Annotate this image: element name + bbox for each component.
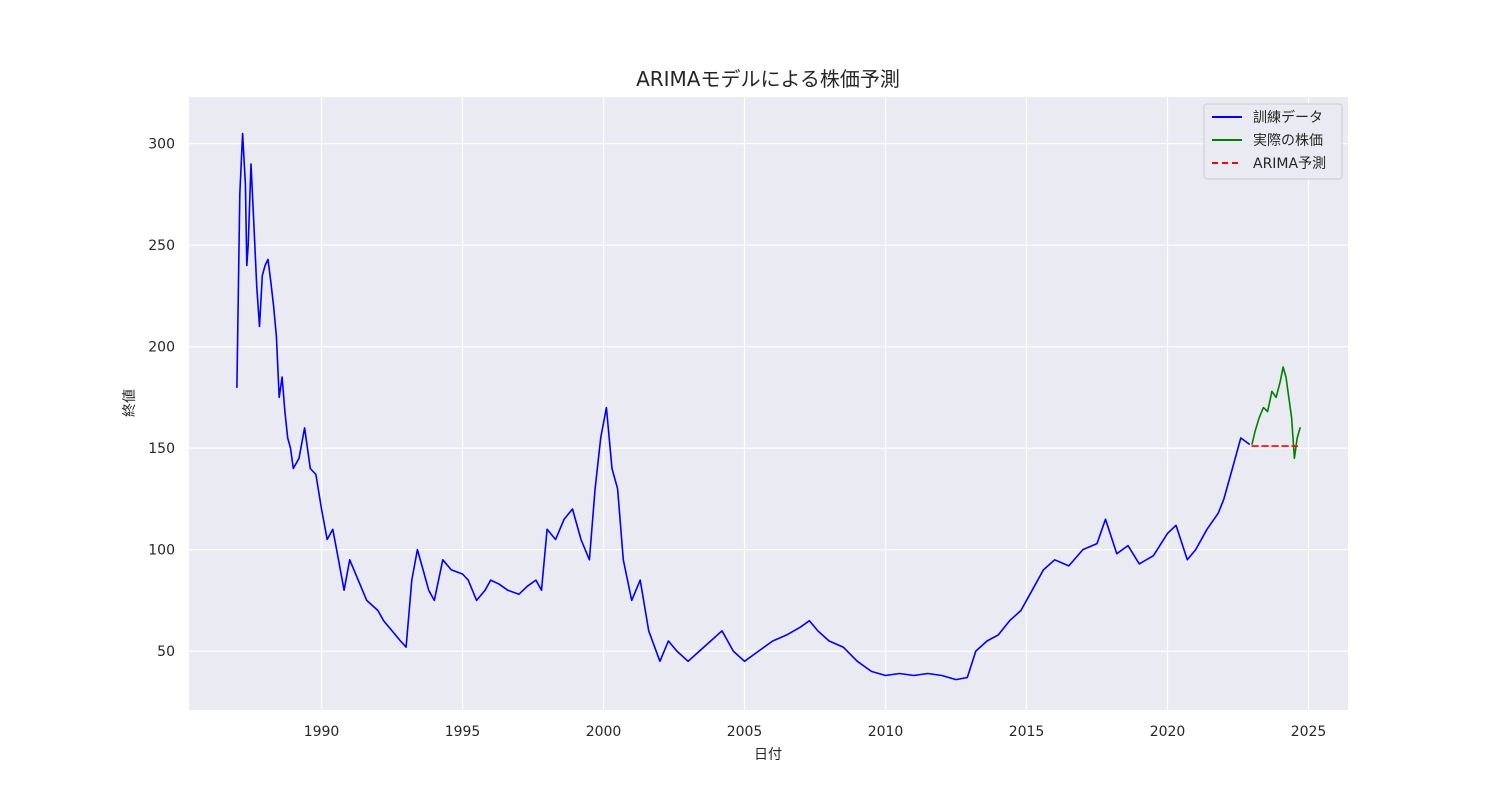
legend-label-train: 訓練データ xyxy=(1253,109,1323,126)
x-tick-label: 2025 xyxy=(1291,724,1327,740)
y-tick-label: 250 xyxy=(148,238,175,254)
legend-label-actual: 実際の株価 xyxy=(1253,133,1323,149)
series-line-0 xyxy=(236,132,1251,681)
legend-label-forecast: ARIMA予測 xyxy=(1253,156,1326,172)
y-tick-label: 300 xyxy=(148,137,175,153)
x-tick-labels: 1990 1995 2000 2005 2010 2015 2020 2025 xyxy=(304,724,1327,740)
grid-lines xyxy=(189,97,1348,710)
series-line-1 xyxy=(1251,366,1301,460)
x-tick-label: 2015 xyxy=(1009,724,1045,740)
x-tick-label: 2010 xyxy=(868,724,904,740)
x-tick-label: 2005 xyxy=(727,724,763,740)
y-tick-label: 200 xyxy=(148,340,175,356)
legend: 訓練データ 実際の株価 ARIMA予測 xyxy=(1203,103,1343,180)
x-tick-label: 2000 xyxy=(586,724,622,740)
chart-title: ARIMAモデルによる株価予測 xyxy=(636,67,900,91)
y-tick-labels: 50 100 150 200 250 300 xyxy=(148,137,175,660)
legend-box xyxy=(1203,103,1343,180)
y-tick-label: 100 xyxy=(148,543,175,559)
y-tick-label: 150 xyxy=(148,441,175,457)
y-tick-label: 50 xyxy=(157,644,175,660)
x-tick-label: 2020 xyxy=(1150,724,1186,740)
series-group xyxy=(236,132,1301,681)
x-tick-label: 1990 xyxy=(304,724,340,740)
x-tick-label: 1995 xyxy=(445,724,481,740)
x-axis-label: 日付 xyxy=(754,747,782,763)
plot-area xyxy=(189,97,1348,710)
y-axis-label: 終値 xyxy=(122,389,138,417)
